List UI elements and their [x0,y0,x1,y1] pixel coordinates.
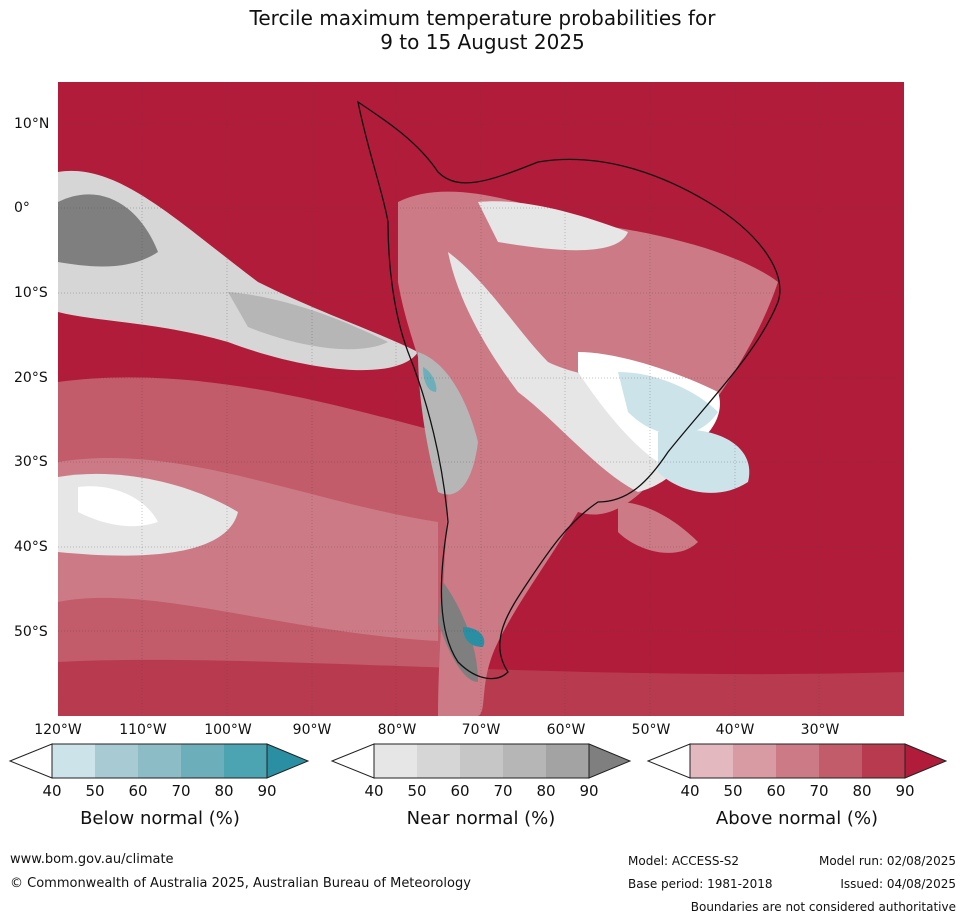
atlantic-field [618,502,698,553]
title-line-1: Tercile maximum temperature probabilitie… [249,6,716,30]
cbar-below-swatch-2 [95,744,138,778]
cbar-near-tick-80: 80 [536,782,556,800]
pacific-grey-band [228,292,388,350]
colorbar-title-below: Below normal (%) [80,808,240,829]
coastline [357,100,781,680]
lat-label-10n: 10°N [14,116,50,132]
cbar-above-tick-80: 80 [852,782,872,800]
lat-label-10s: 10°S [14,285,48,301]
amazon-near-normal [478,201,628,251]
cbar-above-swatch-2 [733,744,776,778]
cbar-above-tick-60: 60 [766,782,786,800]
cbar-near-tick-90: 90 [579,782,599,800]
cbar-below-swatch-4 [181,744,224,778]
title-line-2: 9 to 15 August 2025 [380,30,585,54]
cbar-near-tick-70: 70 [493,782,513,800]
cbar-below-swatch-1 [52,744,95,778]
cbar-above-tick-40: 40 [680,782,700,800]
cbar-near-swatch-5 [546,744,589,778]
lon-label-90w: 90°W [292,722,332,738]
cbar-near-swatch-4 [503,744,546,778]
footer-website-link[interactable]: www.bom.gov.au/climate [10,852,174,867]
cbar-above-tick-50: 50 [723,782,743,800]
atlantic-below-normal [658,429,750,493]
patagonia-grey [438,582,478,682]
cbar-above-high-arrow [904,743,948,779]
lat-label-30s: 30°S [14,454,48,470]
lat-label-0: 0° [14,200,30,216]
lon-label-100w: 100°W [204,722,252,738]
colorbar-below-normal [8,743,310,779]
cbar-above-swatch-1 [690,744,733,778]
cbar-below-low-arrow [8,743,53,779]
pacific-grey-core [58,194,158,267]
lon-label-50w: 50°W [631,722,671,738]
footer-model-run: Model run: 02/08/2025 [818,854,956,868]
footer-copyright: © Commonwealth of Australia 2025, Austra… [10,876,471,891]
lon-label-80w: 80°W [377,722,417,738]
lon-label-30w: 30°W [800,722,840,738]
brazil-below-normal [618,372,718,435]
cbar-below-tick-80: 80 [214,782,234,800]
graticule [58,82,904,716]
lat-label-40s: 40°S [14,539,48,555]
cbar-near-swatch-2 [417,744,460,778]
cbar-below-tick-90: 90 [257,782,277,800]
colorbar-above-normal [646,743,948,779]
colorbar-title-above: Above normal (%) [715,808,879,829]
lat-label-20s: 20°S [14,370,48,386]
south-pacific-white [78,486,158,527]
cbar-below-high-arrow [266,743,310,779]
cbar-above-swatch-3 [776,744,819,778]
lat-label-50s: 50°S [14,624,48,640]
cbar-below-swatch-3 [138,744,181,778]
footer-issued: Issued: 04/08/2025 [840,877,956,891]
map-title: Tercile maximum temperature probabilitie… [0,6,965,54]
cbar-near-swatch-1 [374,744,417,778]
lon-label-40w: 40°W [715,722,755,738]
lon-label-120w: 120°W [34,722,82,738]
cbar-near-tick-60: 60 [450,782,470,800]
cbar-near-high-arrow [588,743,632,779]
cbar-above-low-arrow [646,743,691,779]
patagonia-below-normal [463,627,485,647]
lon-label-110w: 110°W [119,722,167,738]
cbar-above-swatch-5 [862,744,905,778]
colorbar-title-near: Near normal (%) [406,808,556,829]
cbar-below-tick-40: 40 [42,782,62,800]
cbar-above-tick-70: 70 [809,782,829,800]
cbar-near-low-arrow [330,743,375,779]
colorbar-near-normal [330,743,632,779]
cbar-below-swatch-5 [224,744,267,778]
footer-model: Model: ACCESS-S2 [628,854,740,868]
footer-disclaimer: Boundaries are not considered authoritat… [690,900,956,914]
cbar-near-swatch-3 [460,744,503,778]
map-canvas [58,82,904,716]
cbar-below-tick-60: 60 [128,782,148,800]
footer-base-period: Base period: 1981-2018 [628,877,773,891]
cbar-near-tick-50: 50 [407,782,427,800]
cbar-below-tick-50: 50 [85,782,105,800]
cbar-below-tick-70: 70 [171,782,191,800]
cbar-above-tick-90: 90 [895,782,915,800]
lon-label-60w: 60°W [546,722,586,738]
probability-map [58,82,904,716]
andes-below-normal [423,367,437,392]
lon-label-70w: 70°W [461,722,501,738]
cbar-above-swatch-4 [819,744,862,778]
cbar-near-tick-40: 40 [364,782,384,800]
